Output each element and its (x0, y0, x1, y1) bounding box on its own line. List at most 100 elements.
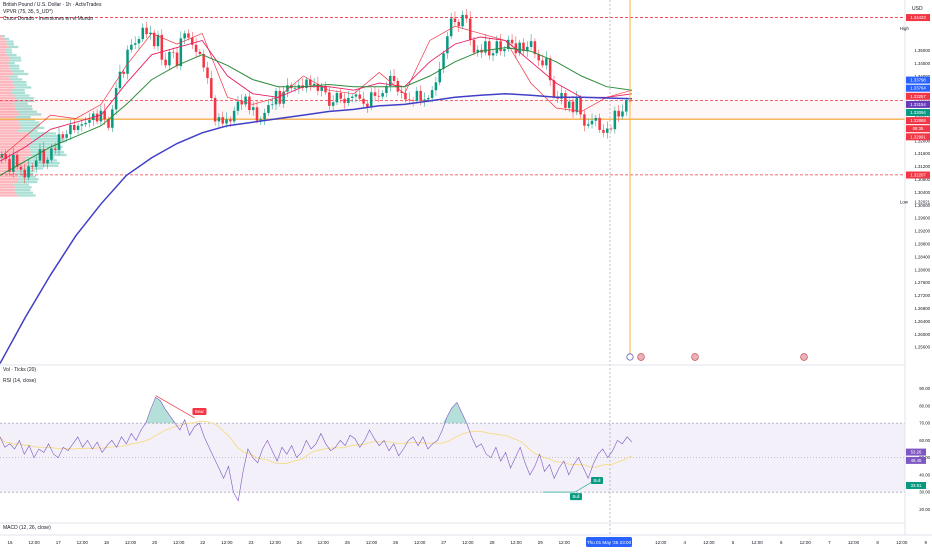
time-tick-label: 12:00 (462, 540, 474, 545)
volume-profile-bar (16, 99, 35, 103)
bull-label-box (591, 477, 603, 485)
candle-body (377, 95, 381, 97)
price-tag (906, 125, 930, 133)
candle-body (103, 110, 106, 120)
candle-body (590, 120, 594, 125)
price-tick-label: 1.29200 (914, 229, 930, 234)
time-tick-label: 12:00 (318, 540, 330, 545)
event-marker-icon[interactable] (626, 353, 634, 361)
volume-profile-bar (0, 94, 15, 97)
volume-profile-bar (0, 178, 19, 181)
candle-body (130, 44, 133, 50)
volume-profile-bar (30, 145, 63, 148)
candle-body (80, 124, 84, 126)
volume-profile-bar (14, 116, 31, 119)
rsi-tick-label: 20.00 (919, 507, 930, 512)
price-tag-text: 08:35 (913, 126, 924, 131)
time-tick-label: 9 (925, 540, 928, 545)
ma-line-pink (0, 36, 633, 162)
volume-profile-bar (0, 51, 6, 54)
time-tick-label: 6 (780, 540, 783, 545)
volume-profile-bar (17, 180, 38, 184)
candle-body (526, 46, 529, 52)
volume-profile-bar (17, 194, 36, 197)
us-flag-icon[interactable] (691, 353, 699, 361)
candle-body (46, 159, 49, 164)
volume-profile-bar (14, 188, 31, 192)
price-tag-text: 1.33094 (910, 110, 926, 115)
rsi-title[interactable]: RSI (14, close) (3, 378, 37, 384)
time-tick-label: 12:00 (655, 540, 667, 545)
candle-body (31, 166, 34, 167)
volume-profile-bar (0, 102, 14, 105)
candle-body (373, 92, 377, 96)
volume-profile-bar (0, 145, 31, 148)
price-tag (906, 109, 930, 116)
time-tick-label: 12:00 (751, 540, 763, 545)
volume-profile-bar (2, 35, 5, 38)
candle-body (400, 91, 403, 94)
candle-body (282, 91, 285, 104)
candle-body (210, 78, 213, 99)
candle-body (537, 53, 540, 61)
macd-title[interactable]: MACD (12, 26, close) (3, 525, 51, 531)
time-tick-label: 12:00 (366, 540, 378, 545)
candle-body (602, 129, 605, 133)
time-axis[interactable]: 16 12:00 17 12:00 18 12:00 20 12:00 22 12:00 23 12:… (7, 540, 932, 545)
us-flag-icon[interactable] (637, 353, 645, 361)
low-label: Low (900, 200, 909, 205)
price-tag-text: 1.32991 (910, 134, 926, 139)
volume-profile-bar (20, 167, 43, 170)
candle-body (61, 134, 65, 138)
volume-profile-bar (29, 134, 61, 138)
moving-averages (0, 25, 633, 364)
candle-body (240, 101, 244, 105)
time-tick-label: 12:00 (414, 540, 426, 545)
candle-body (4, 154, 7, 160)
candle-body (133, 43, 137, 45)
price-tick-label: 1.25600 (914, 345, 930, 350)
candle-body (366, 103, 369, 108)
volume-profile-bar (17, 110, 37, 113)
price-tag (906, 92, 930, 100)
rsi-axis[interactable]: 90.0080.0070.0060.0050.0040.0030.0020.00… (906, 386, 931, 512)
event-markers[interactable] (626, 353, 808, 361)
price-tick-label: 1.30400 (914, 190, 930, 195)
volume-profile-bar (4, 37, 10, 40)
volume-profile-bar (10, 56, 21, 59)
rsi-tag-text: 53.26 (911, 450, 922, 455)
indicator-cruce-label[interactable]: Cruce Dorado - Inversiones en el Mundo (3, 16, 94, 22)
volume-profile-bar (0, 116, 15, 119)
candle-body (381, 93, 384, 97)
rsi-tag-text: 48.45 (911, 458, 922, 463)
volume-profile-bar (0, 105, 16, 108)
time-tick-label: 12:00 (510, 540, 522, 545)
volume-profile-bar (10, 78, 23, 81)
price-tick-label: 1.29600 (914, 216, 930, 221)
indicator-vpvr-label[interactable]: VPVR (75, 35, 5_UD*) (3, 9, 53, 15)
candle-body (198, 51, 202, 54)
time-tick-label: 22 (200, 540, 206, 545)
candle-body (354, 94, 358, 97)
candle-body (27, 166, 30, 178)
rsi-line (0, 396, 633, 502)
volume-profile-bar (31, 137, 65, 140)
candle-body (255, 107, 259, 121)
candle-body (293, 88, 297, 89)
price-tag-text: 1.33154 (910, 102, 926, 107)
us-flag-icon[interactable] (800, 353, 808, 361)
bull-label-box (570, 493, 582, 501)
candle-body (42, 149, 46, 164)
volume-profile-bar (0, 186, 16, 189)
candle-body (331, 102, 335, 106)
candle-body (362, 98, 365, 104)
volume-profile-bar (0, 99, 17, 103)
volume-title[interactable]: Vol · Ticks (20) (3, 367, 37, 373)
candle-body (149, 32, 152, 35)
candle-body (316, 83, 320, 91)
symbol-title[interactable]: British Pound / U.S. Dollar · 1h · Activ… (3, 2, 102, 8)
price-tick-label: 1.26400 (914, 319, 930, 324)
volume-profile-bar (0, 188, 15, 192)
